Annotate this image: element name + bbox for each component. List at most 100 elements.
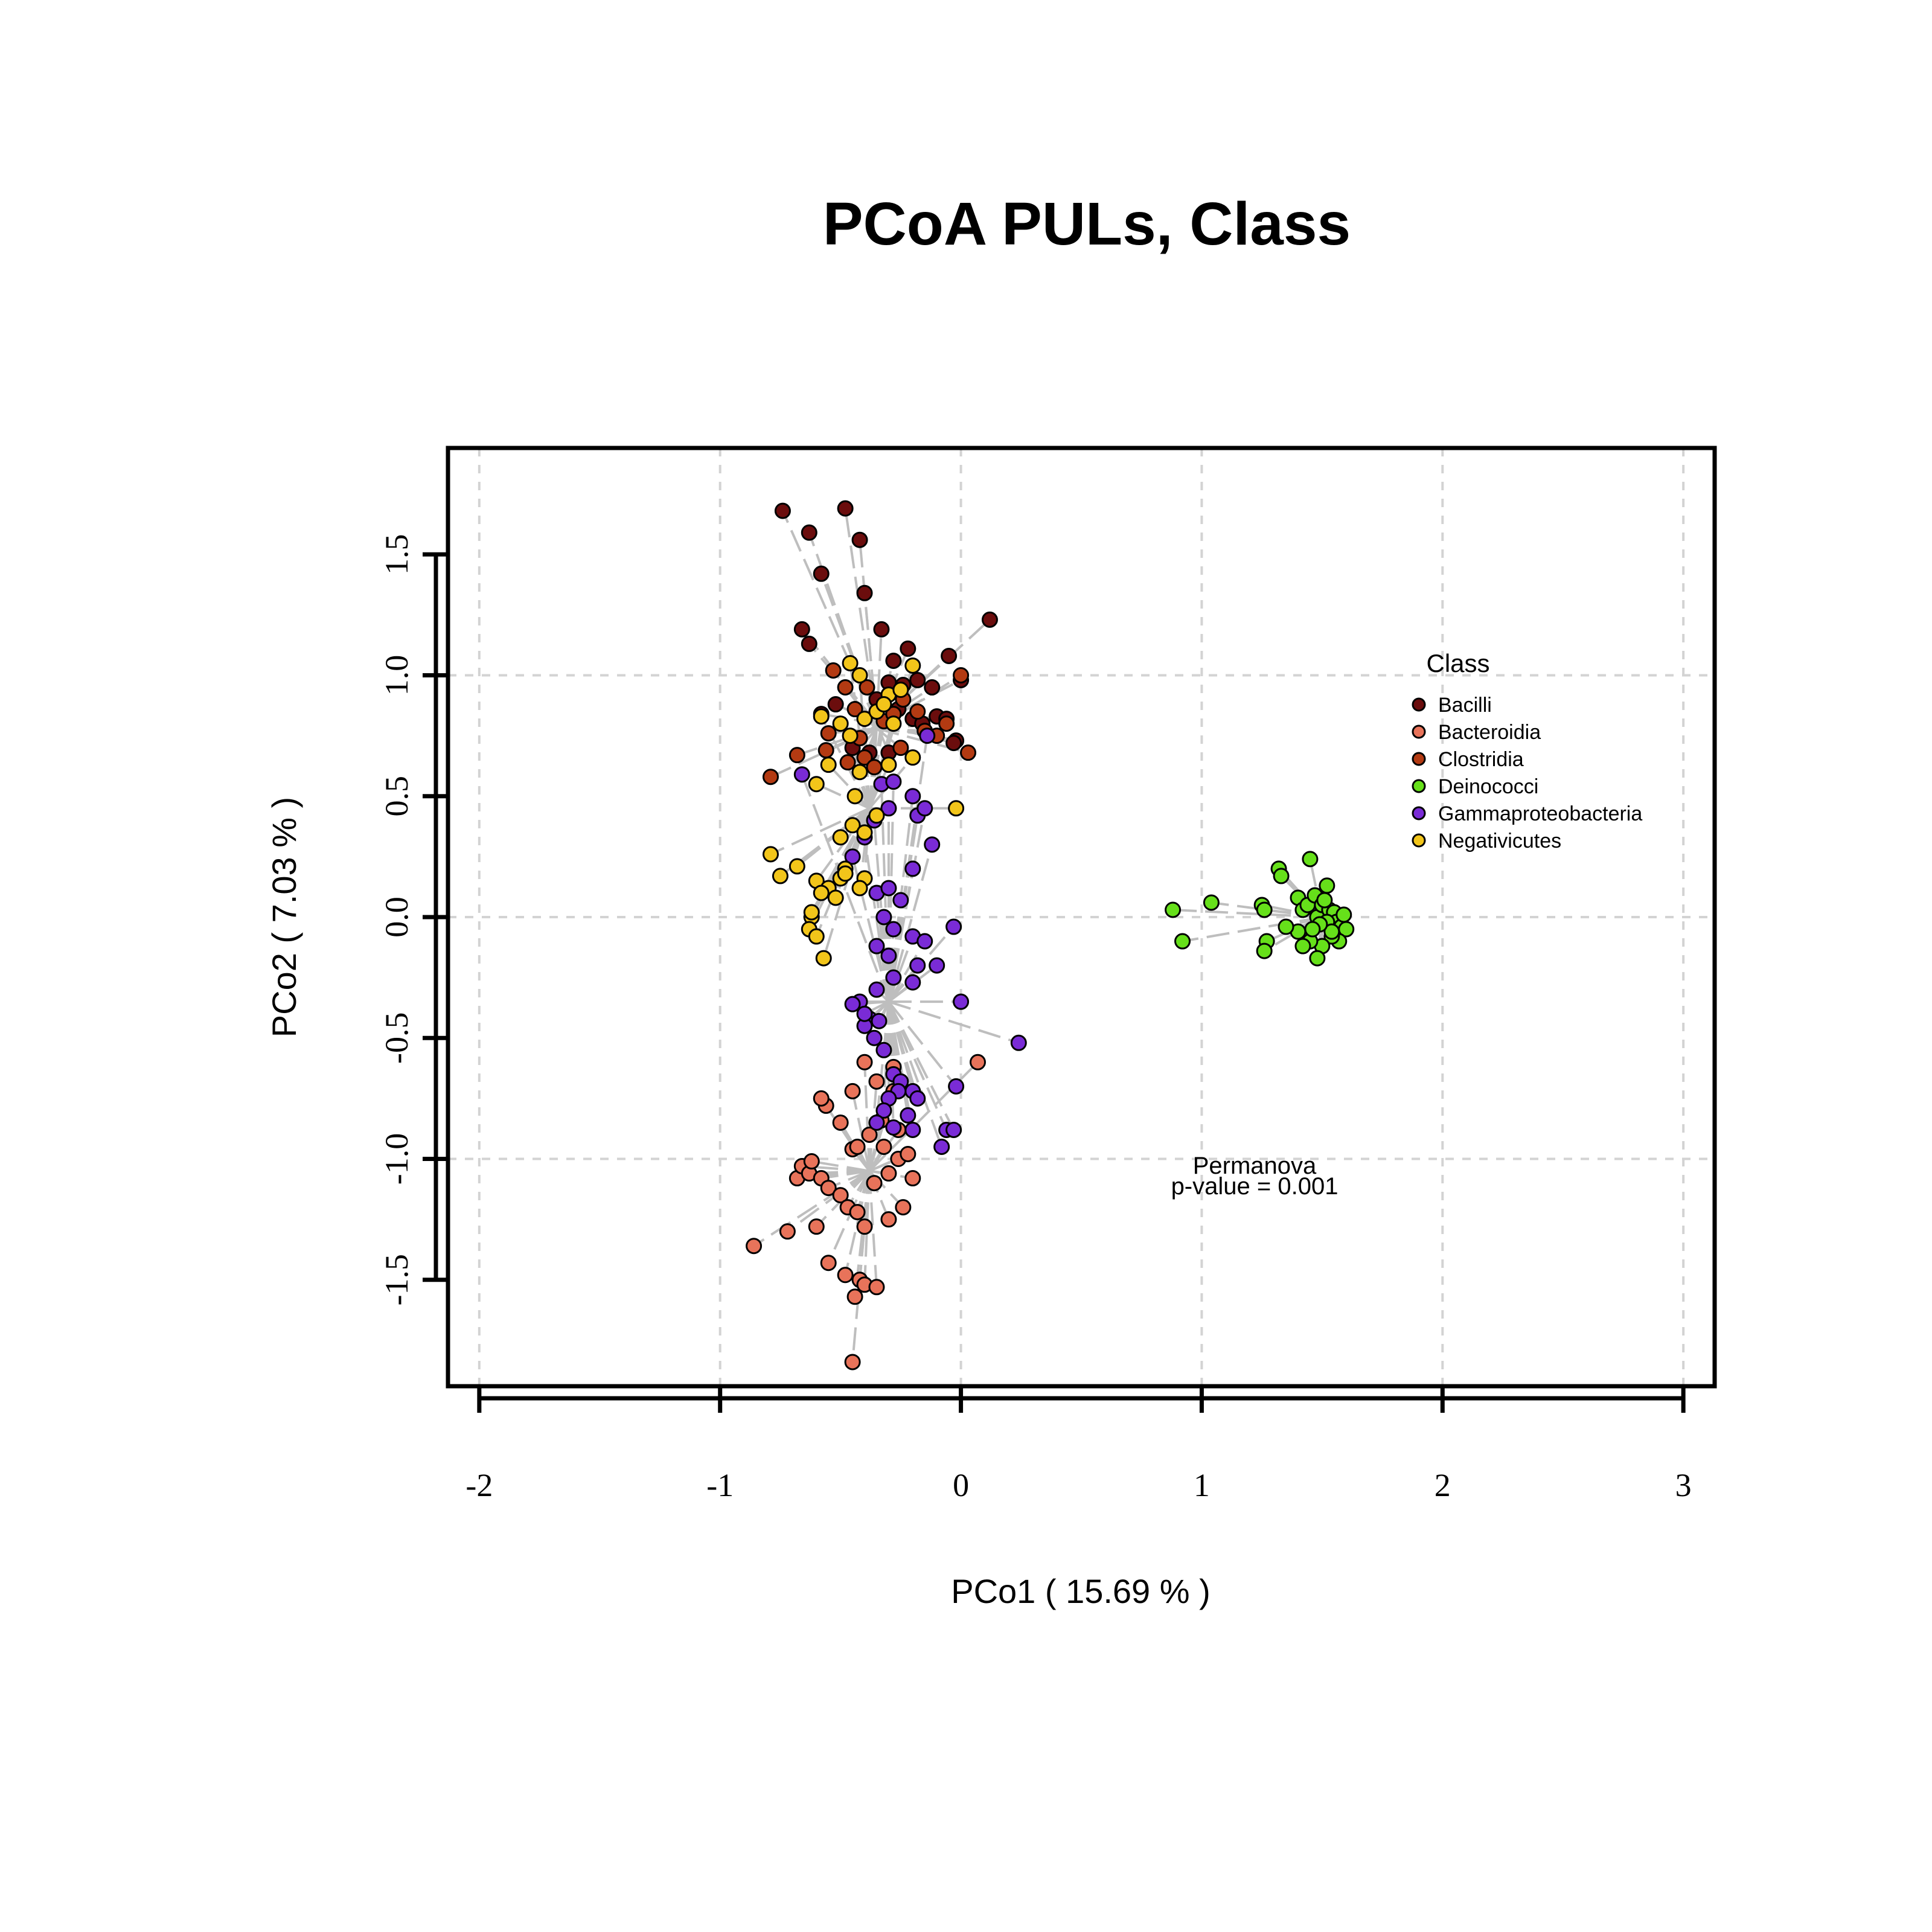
point-negativicutes [788,858,805,875]
point-gammaproteobacteria [793,766,810,783]
point-bacteroidia [849,1138,866,1155]
point-bacilli [941,647,958,664]
point-bacilli [793,621,810,638]
point-bacteroidia [868,1279,885,1296]
data-points [746,500,1355,1371]
point-deinococci [1256,942,1273,959]
point-negativicutes [904,657,921,674]
x-tick-label: 3 [1675,1467,1692,1503]
point-deinococci [1256,901,1273,918]
point-negativicutes [904,749,921,766]
point-deinococci [1273,868,1290,884]
point-bacteroidia [969,1054,986,1070]
spider-line [811,1160,870,1172]
point-negativicutes [868,807,885,824]
point-bacilli [981,611,998,628]
point-bacteroidia [875,1138,892,1155]
point-gammaproteobacteria [933,1138,950,1155]
spider-line [770,807,870,856]
spider-line [851,856,890,1002]
point-negativicutes [842,728,859,744]
point-negativicutes [885,715,902,732]
point-gammaproteobacteria [868,1114,885,1131]
x-tick-label: -1 [706,1467,734,1503]
point-gammaproteobacteria [885,969,902,986]
point-gammaproteobacteria [868,981,885,998]
point-negativicutes [813,708,830,725]
point-gammaproteobacteria [953,993,970,1010]
x-tick-label: 2 [1435,1467,1451,1503]
point-bacilli [813,565,830,582]
spider-line [852,1000,889,1006]
point-bacteroidia [866,1175,883,1192]
point-bacteroidia [832,1114,849,1131]
spider-line [868,665,914,809]
point-bacilli [837,500,854,517]
y-tick-label: 1.5 [379,534,415,575]
point-gammaproteobacteria [909,957,926,974]
point-deinococci [1302,851,1319,868]
point-clostridia [839,754,856,771]
point-bacteroidia [904,1170,921,1187]
y-tick-label: 0.0 [379,897,415,938]
point-gammaproteobacteria [871,1012,888,1029]
point-deinococci [1174,933,1191,950]
spider-line [888,1000,1019,1044]
y-tick-label: 0.5 [379,776,415,817]
spider-line [888,1001,943,1148]
point-bacteroidia [803,1153,820,1170]
x-tick-label: -2 [465,1467,493,1503]
point-gammaproteobacteria [916,800,933,817]
point-negativicutes [813,884,830,901]
x-axis: -2 -1 0 1 2 3 [465,1386,1692,1503]
point-gammaproteobacteria [875,909,892,926]
point-bacteroidia [880,1211,897,1228]
point-negativicutes [772,868,788,884]
y-axis: -1.5 -1.0 -0.5 0.0 0.5 1.0 1.5 [379,534,448,1306]
spider-lines [753,508,1347,1363]
point-clostridia [820,725,837,742]
point-gammaproteobacteria [875,1102,892,1119]
point-bacteroidia [832,1187,849,1204]
point-negativicutes [842,654,859,671]
point-bacilli [900,640,916,657]
point-negativicutes [948,800,965,817]
point-bacteroidia [861,1126,878,1143]
y-tick-label: 1.0 [379,655,415,696]
spider-line [1182,916,1323,943]
point-bacteroidia [849,1204,866,1221]
point-gammaproteobacteria [880,880,897,897]
legend: Class Bacilli Bacteroidia Clostridia Deinoco… [1412,649,1642,852]
spider-line [888,941,926,1003]
chart-title: PCoA PULs, Class [823,190,1351,258]
point-negativicutes [762,846,779,863]
point-gammaproteobacteria [885,1119,902,1136]
point-bacteroidia [813,1090,830,1107]
point-clostridia [856,749,873,766]
point-bacteroidia [856,1054,873,1070]
point-gammaproteobacteria [868,938,885,955]
spider-line [868,1129,900,1172]
point-gammaproteobacteria [948,1078,965,1095]
point-gammaproteobacteria [904,974,921,991]
point-clostridia [892,740,909,756]
point-negativicutes [844,817,861,834]
point-clostridia [788,747,805,764]
point-clostridia [960,744,977,761]
point-bacilli [827,696,844,713]
spider-line [851,1090,871,1171]
point-clostridia [762,769,779,785]
point-bacteroidia [880,1165,897,1182]
y-tick-label: -0.5 [379,1012,415,1064]
spider-line [1172,908,1322,918]
point-gammaproteobacteria [844,848,861,865]
point-gammaproteobacteria [945,918,962,935]
point-gammaproteobacteria [880,800,897,817]
point-clostridia [953,667,970,683]
point-bacteroidia [895,1199,912,1216]
legend-marker [1412,779,1426,793]
legend-label: Deinococci [1438,775,1538,798]
y-tick-label: -1.0 [379,1133,415,1185]
point-deinococci [1278,918,1294,935]
